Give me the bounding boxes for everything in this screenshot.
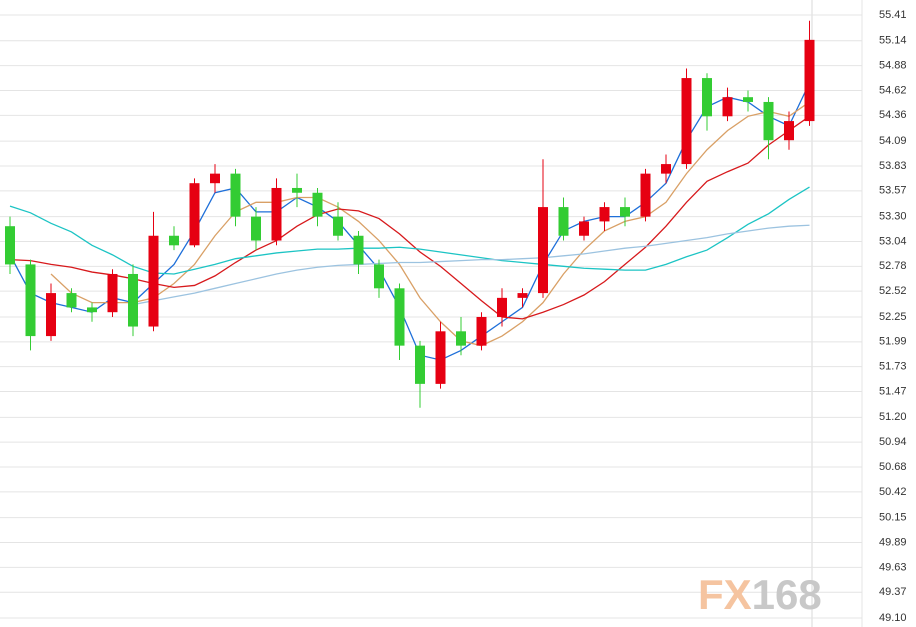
y-tick-label: 52.25: [879, 311, 907, 323]
candle-body: [743, 97, 753, 102]
candle-body: [148, 235, 159, 327]
candle-body: [415, 345, 425, 384]
candle-body: [46, 293, 56, 337]
candle-body: [435, 331, 446, 384]
candle-body: [374, 264, 384, 289]
candle-body: [681, 78, 692, 165]
candle-body: [169, 235, 179, 246]
moving-average-line: [132, 224, 810, 306]
candle-body: [189, 183, 200, 246]
y-tick-label: 50.94: [879, 436, 907, 448]
candle-body: [476, 316, 487, 346]
candle-body: [5, 226, 15, 265]
candle-body: [763, 101, 774, 141]
y-tick-label: 53.57: [879, 185, 907, 197]
candle-body: [538, 207, 548, 294]
candle-body: [128, 273, 138, 327]
y-tick-label: 53.04: [879, 235, 907, 247]
candle-body: [312, 192, 323, 217]
moving-average-line: [50, 101, 810, 347]
candle-body: [25, 264, 36, 337]
y-tick-label: 49.37: [879, 586, 907, 598]
y-tick-label: 52.52: [879, 285, 907, 297]
candle-body: [230, 173, 241, 217]
y-tick-label: 50.15: [879, 512, 907, 524]
candle-body: [456, 331, 466, 346]
candle-body: [66, 293, 77, 308]
y-tick-label: 51.47: [879, 385, 907, 397]
candle-body: [804, 39, 815, 122]
y-tick-label: 52.78: [879, 260, 907, 272]
candle-body: [271, 187, 282, 241]
moving-average-line: [9, 186, 810, 275]
candle-body: [640, 173, 651, 217]
y-tick-label: 51.73: [879, 361, 907, 373]
y-tick-label: 54.36: [879, 109, 907, 121]
candle-body: [722, 97, 733, 117]
moving-average-line: [9, 82, 811, 361]
watermark: FX168: [698, 571, 822, 618]
candle-body: [394, 288, 405, 346]
y-tick-label: 50.68: [879, 461, 907, 473]
y-tick-label: 55.14: [879, 35, 907, 47]
candle-body: [333, 216, 343, 236]
moving-average-line: [9, 115, 810, 320]
candle-body: [599, 207, 610, 222]
candle-body: [353, 235, 364, 265]
y-tick-label: 54.88: [879, 60, 907, 72]
y-tick-label: 55.41: [879, 9, 907, 21]
candle-body: [784, 121, 794, 141]
y-tick-label: 54.62: [879, 84, 907, 96]
y-tick-label: 49.10: [879, 612, 907, 624]
candle-body: [517, 293, 528, 298]
candle-body: [210, 173, 220, 184]
candle-body: [107, 273, 118, 313]
candle-body: [579, 221, 589, 236]
candle-body: [558, 207, 569, 236]
y-tick-label: 53.30: [879, 211, 907, 223]
y-tick-label: 49.63: [879, 561, 907, 573]
y-tick-label: 49.89: [879, 536, 907, 548]
y-tick-label: 51.20: [879, 411, 907, 423]
candle-body: [702, 78, 712, 117]
y-tick-label: 54.09: [879, 135, 907, 147]
candle-body: [251, 216, 261, 241]
candle-body: [661, 164, 671, 174]
candle-body: [292, 187, 302, 193]
y-tick-label: 51.99: [879, 336, 907, 348]
candle-body: [620, 207, 630, 217]
candle-body: [497, 297, 507, 317]
y-tick-label: 53.83: [879, 160, 907, 172]
y-tick-label: 50.42: [879, 486, 907, 498]
candle-body: [87, 307, 97, 313]
